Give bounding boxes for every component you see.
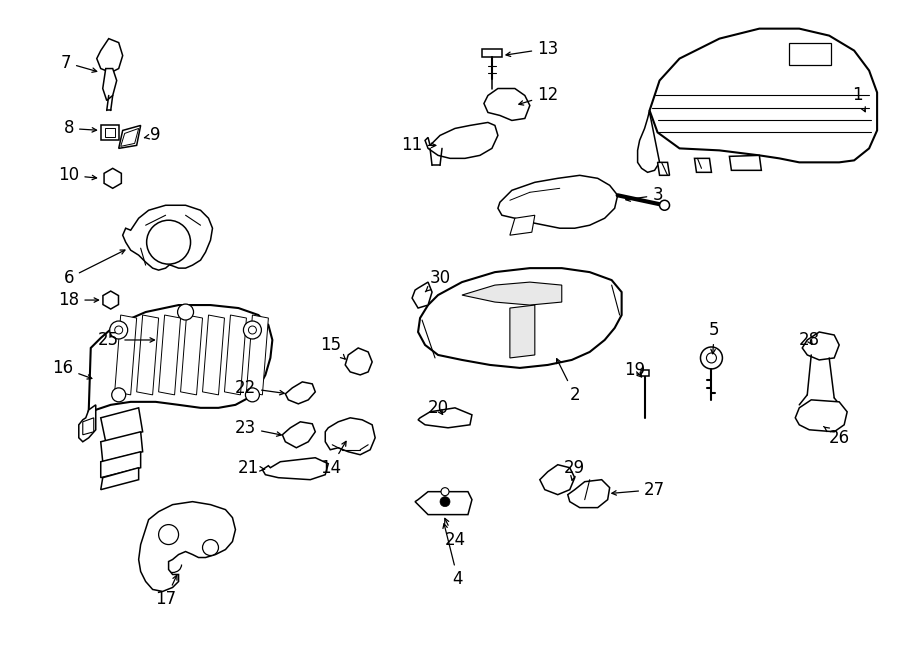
Circle shape: [243, 321, 261, 339]
Polygon shape: [796, 400, 847, 432]
Circle shape: [246, 388, 259, 402]
Polygon shape: [114, 315, 137, 395]
Text: 5: 5: [709, 321, 720, 354]
Text: 17: 17: [155, 575, 177, 608]
Polygon shape: [415, 492, 472, 515]
Polygon shape: [510, 305, 535, 358]
Polygon shape: [482, 49, 502, 57]
Text: 23: 23: [235, 419, 282, 437]
Polygon shape: [729, 155, 761, 171]
Text: 30: 30: [426, 269, 451, 292]
Text: 12: 12: [519, 87, 558, 105]
Circle shape: [114, 326, 122, 334]
Polygon shape: [418, 268, 622, 368]
Polygon shape: [96, 38, 122, 73]
Polygon shape: [540, 465, 575, 494]
Polygon shape: [101, 126, 119, 140]
Text: 21: 21: [238, 459, 265, 477]
Text: 18: 18: [58, 291, 99, 309]
Polygon shape: [510, 215, 535, 235]
Polygon shape: [484, 89, 530, 120]
Text: 16: 16: [52, 359, 92, 379]
Text: 8: 8: [64, 120, 96, 137]
Polygon shape: [79, 405, 95, 442]
Circle shape: [147, 220, 191, 264]
Text: 29: 29: [564, 459, 585, 481]
Polygon shape: [122, 206, 212, 270]
Circle shape: [177, 304, 194, 320]
Text: 27: 27: [612, 481, 665, 498]
Polygon shape: [637, 110, 660, 173]
Text: 9: 9: [145, 126, 161, 144]
Text: 14: 14: [320, 442, 346, 477]
Text: 2: 2: [556, 359, 580, 404]
Polygon shape: [247, 315, 268, 395]
Polygon shape: [101, 468, 139, 490]
Polygon shape: [695, 159, 711, 173]
Polygon shape: [263, 457, 328, 480]
Polygon shape: [658, 163, 670, 175]
Text: 13: 13: [506, 40, 558, 58]
Text: 20: 20: [428, 399, 448, 417]
Polygon shape: [119, 126, 140, 148]
Text: 7: 7: [60, 54, 96, 72]
Polygon shape: [283, 422, 315, 447]
Polygon shape: [346, 348, 373, 375]
Polygon shape: [121, 128, 139, 146]
Polygon shape: [224, 315, 247, 395]
Circle shape: [158, 332, 174, 348]
Circle shape: [158, 525, 178, 545]
Polygon shape: [325, 418, 375, 455]
Polygon shape: [101, 408, 142, 442]
Polygon shape: [568, 480, 609, 508]
Circle shape: [706, 353, 716, 363]
Text: 4: 4: [443, 524, 464, 588]
Polygon shape: [425, 122, 498, 159]
Circle shape: [660, 200, 670, 210]
Text: 19: 19: [624, 361, 645, 379]
Polygon shape: [498, 175, 617, 228]
Circle shape: [202, 539, 219, 555]
Text: 1: 1: [851, 87, 865, 112]
Polygon shape: [462, 282, 562, 305]
Text: 10: 10: [58, 167, 96, 184]
Polygon shape: [181, 315, 202, 395]
Polygon shape: [139, 502, 236, 592]
Circle shape: [112, 388, 126, 402]
Text: 28: 28: [798, 331, 820, 349]
Polygon shape: [101, 451, 140, 478]
FancyBboxPatch shape: [789, 42, 832, 65]
Polygon shape: [418, 408, 472, 428]
Circle shape: [440, 496, 450, 506]
Text: 24: 24: [445, 518, 465, 549]
Circle shape: [110, 321, 128, 339]
Polygon shape: [641, 370, 649, 376]
Text: 11: 11: [401, 136, 436, 155]
Polygon shape: [650, 28, 878, 163]
Circle shape: [441, 488, 449, 496]
Polygon shape: [83, 418, 94, 435]
Circle shape: [248, 326, 256, 334]
Polygon shape: [86, 305, 273, 430]
Text: 26: 26: [824, 426, 850, 447]
Polygon shape: [103, 291, 119, 309]
Polygon shape: [137, 315, 158, 395]
Text: 15: 15: [320, 336, 346, 359]
Text: 6: 6: [64, 250, 125, 287]
Polygon shape: [202, 315, 224, 395]
Polygon shape: [104, 128, 114, 137]
Polygon shape: [103, 69, 117, 100]
Polygon shape: [412, 282, 432, 308]
Text: 22: 22: [235, 379, 284, 397]
Polygon shape: [158, 315, 181, 395]
Polygon shape: [104, 169, 122, 188]
Circle shape: [700, 347, 723, 369]
Polygon shape: [101, 432, 142, 462]
Polygon shape: [802, 332, 839, 360]
Polygon shape: [285, 382, 315, 404]
Text: 3: 3: [626, 186, 663, 204]
Text: 25: 25: [98, 331, 155, 349]
